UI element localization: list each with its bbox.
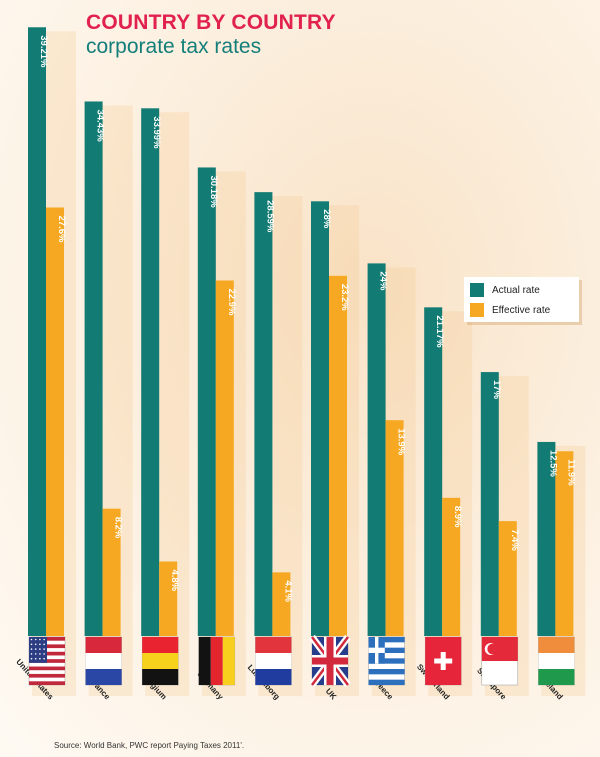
data-label-effective: 11.9% bbox=[565, 459, 576, 486]
data-label-actual: 34.43% bbox=[95, 109, 106, 142]
data-label-actual: 30.18% bbox=[208, 175, 219, 208]
bar-actual bbox=[141, 108, 160, 637]
greece-flag-icon bbox=[368, 636, 405, 686]
legend-item-actual: Actual rate bbox=[464, 280, 579, 300]
legend-label-effective: Effective rate bbox=[492, 304, 551, 316]
data-label-actual: 12.5% bbox=[547, 450, 558, 477]
chart-title: COUNTRY BY COUNTRY bbox=[86, 11, 336, 34]
singapore-flag-icon bbox=[481, 636, 519, 686]
legend-label-actual: Actual rate bbox=[492, 284, 540, 296]
data-label-effective: 4.1% bbox=[282, 580, 293, 602]
data-label-effective: 8.9% bbox=[452, 506, 463, 528]
bar-effective bbox=[102, 508, 121, 636]
data-label-actual: 17% bbox=[491, 380, 502, 400]
bar-effective bbox=[46, 207, 64, 636]
data-label-actual: 21.17% bbox=[434, 315, 445, 348]
source-note: Source: World Bank, PWC report Paying Ta… bbox=[54, 741, 245, 750]
bar-effective bbox=[442, 497, 461, 636]
data-label-actual: 39.21% bbox=[38, 35, 49, 68]
germany-flag-icon bbox=[198, 636, 236, 686]
bar-actual bbox=[367, 263, 386, 636]
luxembourg-flag-icon bbox=[255, 636, 292, 686]
bar-effective bbox=[555, 451, 574, 636]
switzerland-flag-icon bbox=[424, 636, 462, 686]
data-label-effective: 27.6% bbox=[56, 216, 67, 243]
bar-actual bbox=[197, 167, 216, 636]
data-label-actual: 28.59% bbox=[264, 200, 275, 233]
data-label-effective: 8.2% bbox=[113, 517, 124, 539]
bar-actual bbox=[537, 441, 556, 636]
bar-actual bbox=[480, 372, 499, 636]
bar-effective bbox=[498, 521, 517, 636]
bar-actual bbox=[424, 307, 443, 636]
data-label-effective: 13.9% bbox=[396, 428, 407, 455]
bar-actual bbox=[84, 101, 103, 637]
data-label-effective: 4.8% bbox=[169, 569, 180, 591]
data-label-actual: 28% bbox=[321, 209, 332, 229]
us-flag-icon bbox=[28, 636, 66, 686]
legend-swatch-actual bbox=[470, 283, 484, 297]
bar-actual bbox=[254, 192, 273, 636]
bar-effective bbox=[329, 275, 347, 636]
uk-flag-icon bbox=[309, 634, 351, 688]
ireland-flag-icon bbox=[538, 636, 575, 686]
data-label-actual: 24% bbox=[378, 271, 389, 291]
data-label-actual: 33.99% bbox=[151, 116, 162, 149]
france-flag-icon bbox=[85, 636, 122, 686]
bar-effective bbox=[385, 420, 404, 636]
chart-subtitle: corporate tax rates bbox=[86, 35, 262, 58]
data-label-effective: 23.2% bbox=[339, 284, 350, 311]
data-label-effective: 22.9% bbox=[226, 288, 237, 315]
legend: Actual rate Effective rate bbox=[464, 277, 579, 322]
belgium-flag-icon bbox=[141, 636, 179, 686]
legend-swatch-effective bbox=[470, 303, 484, 317]
bar-effective bbox=[215, 280, 234, 636]
data-label-effective: 7.4% bbox=[509, 529, 520, 551]
bar-actual bbox=[311, 201, 329, 637]
bar-actual bbox=[28, 27, 46, 636]
bar-effective bbox=[159, 561, 178, 636]
legend-item-effective: Effective rate bbox=[464, 300, 579, 320]
bar-effective bbox=[272, 572, 291, 636]
